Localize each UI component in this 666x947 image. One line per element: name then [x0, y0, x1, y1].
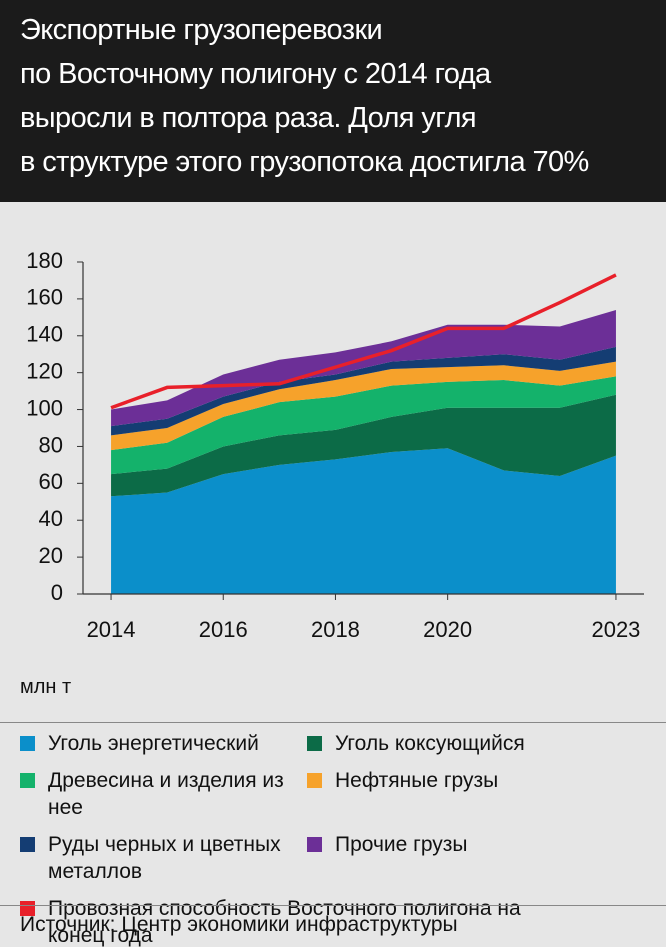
legend-label: Нефтяные грузы: [335, 769, 499, 792]
separator: [0, 722, 666, 723]
title-line: по Восточному полигону с 2014 года: [20, 58, 491, 90]
legend: Уголь энергетический Уголь коксующийся Дре…: [20, 730, 660, 947]
x-tick-label: 2014: [87, 617, 136, 642]
legend-label: Уголь энергетический: [48, 732, 259, 755]
x-tick-label: 2020: [423, 617, 472, 642]
legend-item: Прочие грузы: [307, 831, 637, 885]
separator: [0, 905, 666, 906]
legend-swatch: [20, 837, 35, 852]
y-tick-label: 100: [26, 395, 63, 420]
x-tick-label: 2023: [591, 617, 640, 642]
legend-swatch: [307, 837, 322, 852]
y-tick-label: 40: [39, 506, 63, 531]
title-line: в структуре этого грузопотока достигла 7…: [20, 146, 589, 178]
legend-swatch: [20, 736, 35, 751]
legend-label: Провозная способность Восточного полигон…: [48, 897, 521, 947]
legend-swatch: [307, 736, 322, 751]
area: [111, 448, 616, 594]
x-tick-label: 2018: [311, 617, 360, 642]
area: [111, 376, 616, 475]
legend-swatch: [20, 773, 35, 788]
legend-swatch: [20, 901, 35, 916]
legend-label: Руды черных и цветных металлов: [48, 833, 281, 883]
legend-swatch: [307, 773, 322, 788]
title-line: выросли в полтора раза. Доля угля: [20, 102, 477, 134]
y-tick-label: 120: [26, 358, 63, 383]
legend-item: Уголь коксующийся: [307, 730, 637, 757]
y-tick-label: 160: [26, 285, 63, 310]
y-tick-label: 0: [51, 580, 63, 605]
x-tick-label: 2016: [199, 617, 248, 642]
y-tick-label: 80: [39, 432, 63, 457]
legend-item: Древесина и изделия из нее: [20, 767, 307, 821]
y-tick-label: 20: [39, 543, 63, 568]
legend-item: Руды черных и цветных металлов: [20, 831, 307, 885]
title-line: Экспортные грузоперевозки: [20, 14, 383, 46]
legend-item: Уголь энергетический: [20, 730, 307, 757]
y-tick-label: 60: [39, 469, 63, 494]
y-tick-label: 140: [26, 322, 63, 347]
y-tick-label: 180: [26, 248, 63, 273]
legend-item: Нефтяные грузы: [307, 767, 637, 821]
chart: 0 20 40 60 80 100 120 140 160 180 2014 2016 2018 2020…: [26, 248, 644, 642]
unit-label: млн т: [20, 676, 72, 698]
source: Источник: Центр экономики инфраструктуры: [20, 913, 458, 936]
legend-label: Прочие грузы: [335, 833, 468, 856]
title-band: Экспортные грузоперевозки по Восточному п…: [0, 0, 666, 202]
legend-label: Древесина и изделия из нее: [48, 769, 284, 819]
area: [111, 309, 616, 427]
area: [111, 361, 616, 451]
line: [110, 273, 617, 410]
legend-item: Провозная способность Восточного полигон…: [20, 895, 540, 947]
area: [111, 394, 616, 497]
legend-label: Уголь коксующийся: [335, 732, 525, 755]
area: [111, 346, 616, 436]
